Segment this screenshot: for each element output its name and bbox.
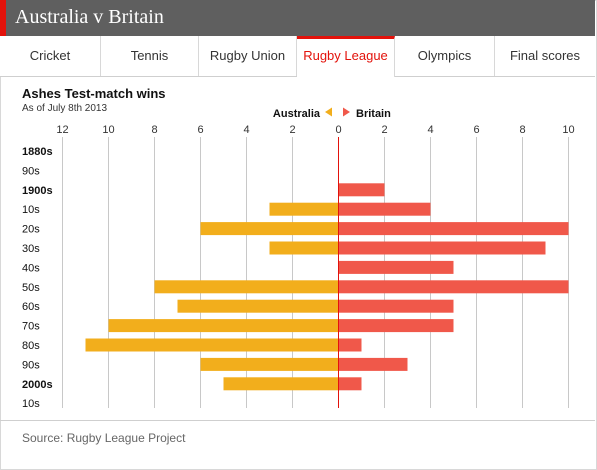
tab-cricket[interactable]: Cricket [0, 36, 101, 76]
category-label-5: 30s [22, 243, 40, 255]
category-label-8: 60s [22, 301, 40, 313]
category-label-0: 1880s [22, 146, 53, 158]
x-tick-britain-6: 6 [473, 124, 479, 136]
category-label-13: 10s [22, 398, 40, 410]
x-tick-australia-12: 12 [56, 124, 68, 136]
x-tick-australia-10: 10 [102, 124, 114, 136]
chart-title: Ashes Test-match wins [22, 86, 166, 101]
legend-arrow-australia [325, 107, 332, 117]
category-label-11: 90s [22, 359, 40, 371]
category-labels: 1880s 90s 1900s 10s 20s 30s 40s 50s 60s 70s 80s 90s… [22, 146, 53, 410]
bar-australia-7 [154, 280, 339, 294]
bar-australia-11 [200, 357, 339, 371]
bar-britain-4 [338, 222, 569, 236]
legend-label-australia: Australia [273, 108, 321, 120]
bar-britain-3 [338, 202, 431, 216]
tab-rugby-union[interactable]: Rugby Union [199, 36, 297, 76]
bar-britain-12 [338, 377, 362, 391]
bar-australia-4 [200, 222, 339, 236]
category-label-1: 90s [22, 165, 40, 177]
bar-britain-2 [338, 183, 385, 197]
bars [85, 183, 569, 391]
x-tick-australia-6: 6 [197, 124, 203, 136]
bar-britain-7 [338, 280, 569, 294]
source-note: Source: Rugby League Project [22, 431, 186, 445]
footer: Source: Rugby League Project [0, 420, 595, 469]
category-label-7: 50s [22, 282, 40, 294]
header-bar: Australia v Britain [0, 0, 595, 36]
header-accent [0, 0, 6, 36]
category-label-6: 40s [22, 262, 40, 274]
category-label-4: 20s [22, 224, 40, 236]
bar-britain-5 [338, 241, 546, 255]
x-tick-australia-4: 4 [243, 124, 249, 136]
bar-australia-12 [223, 377, 339, 391]
tab-olympics[interactable]: Olympics [395, 36, 495, 76]
bar-britain-8 [338, 299, 454, 313]
bar-australia-3 [269, 202, 339, 216]
header-title: Australia v Britain [15, 6, 164, 28]
category-label-9: 70s [22, 321, 40, 333]
tab-rugby-league[interactable]: Rugby League [297, 36, 395, 77]
bar-britain-9 [338, 319, 454, 333]
category-label-3: 10s [22, 204, 40, 216]
chart-subtitle: As of July 8th 2013 [22, 103, 107, 114]
tab-tennis[interactable]: Tennis [101, 36, 199, 76]
legend-label-britain: Britain [356, 108, 391, 120]
x-tick-britain-10: 10 [562, 124, 574, 136]
x-tick-britain-4: 4 [427, 124, 433, 136]
x-tick-australia-8: 8 [151, 124, 157, 136]
bar-australia-5 [269, 241, 339, 255]
x-tick-australia-2: 2 [289, 124, 295, 136]
bar-australia-9 [108, 319, 339, 333]
category-label-10: 80s [22, 340, 40, 352]
bar-britain-11 [338, 357, 408, 371]
legend: Australia Britain [273, 107, 391, 120]
tab-final-scores[interactable]: Final scores [509, 48, 581, 63]
x-axis-ticks: 12 10 8 6 4 2 0 2 4 6 8 10 [56, 124, 574, 136]
bar-australia-10 [85, 338, 339, 352]
legend-arrow-britain [343, 107, 350, 117]
x-tick-britain-2: 2 [381, 124, 387, 136]
category-label-12: 2000s [22, 379, 53, 391]
bar-britain-6 [338, 260, 454, 274]
category-label-2: 1900s [22, 185, 53, 197]
chart: Ashes Test-match wins As of July 8th 201… [22, 86, 575, 410]
bar-australia-8 [177, 299, 339, 313]
x-tick-britain-0: 0 [335, 124, 341, 136]
bar-britain-10 [338, 338, 362, 352]
x-tick-britain-8: 8 [519, 124, 525, 136]
tab-bar: Cricket Tennis Rugby Union Rugby League … [0, 36, 595, 77]
